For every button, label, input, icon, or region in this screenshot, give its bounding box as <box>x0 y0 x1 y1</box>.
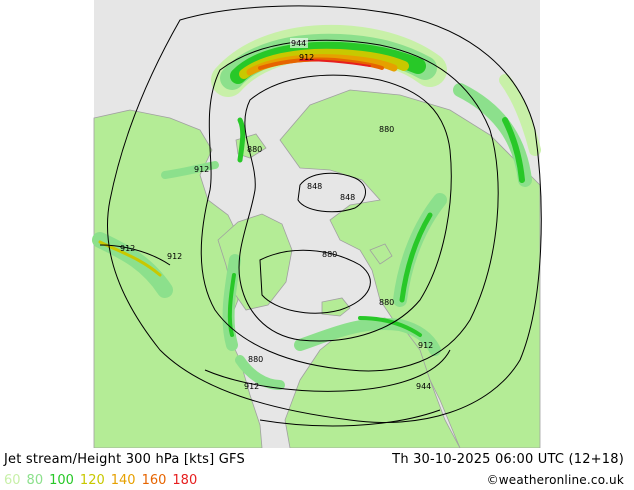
contour-880-inner <box>259 249 371 314</box>
jet-greenland-sw <box>235 355 285 390</box>
legend-item: 80 <box>26 473 44 488</box>
contour-label: 880 <box>379 125 394 134</box>
map-title: Jet stream/Height 300 hPa [kts] GFS <box>4 452 245 467</box>
svalbard-land <box>369 243 393 265</box>
wind-speed-legend: 60 80 100 120 140 160 180 <box>4 473 203 488</box>
contour-label: 912 <box>167 252 182 261</box>
contour-label: 912 <box>299 53 314 62</box>
map-footer: Jet stream/Height 300 hPa [kts] GFS Th 3… <box>0 448 634 490</box>
legend-item: 60 <box>4 473 21 488</box>
jet-core-pacific-160 <box>258 57 384 70</box>
contour-848 <box>297 172 366 213</box>
credit-link[interactable]: ©weatheronline.co.uk <box>486 473 624 487</box>
contour-944-outer <box>106 5 542 423</box>
jet-far-east <box>499 74 541 156</box>
jet-europe-arc-core <box>399 212 433 303</box>
jet-atlantic-core <box>358 316 422 337</box>
jet-canada-core <box>227 273 236 337</box>
contour-label: 880 <box>379 298 394 307</box>
legend-item: 100 <box>49 473 74 488</box>
legend-item: 160 <box>141 473 167 488</box>
legend-item: 120 <box>79 473 105 488</box>
contour-944-south <box>259 409 441 427</box>
height-contours <box>99 5 542 427</box>
iceland-land <box>321 297 351 317</box>
jet-core-pacific-180 <box>299 59 371 67</box>
contour-label: 880 <box>322 250 337 259</box>
contour-label: 944 <box>291 39 306 48</box>
jet-stream-bands <box>92 24 541 390</box>
contour-labels: 944 912 880 912 880 848 848 912 912 880 … <box>120 38 433 391</box>
map-canvas: 944 912 880 912 880 848 848 912 912 880 … <box>92 0 542 449</box>
valid-time: Th 30-10-2025 06:00 UTC (12+18) <box>392 452 624 467</box>
contour-912 <box>200 39 499 372</box>
legend-item: 140 <box>110 473 136 488</box>
jet-stream-map: 944 912 880 912 880 848 848 912 912 880 … <box>92 0 542 449</box>
contour-label: 912 <box>194 165 209 174</box>
contour-label: 848 <box>307 182 322 191</box>
contour-label: 880 <box>248 355 263 364</box>
legend-item: 180 <box>172 473 198 488</box>
contour-label: 944 <box>416 382 431 391</box>
contour-label: 848 <box>340 193 355 202</box>
contour-label: 912 <box>120 244 135 253</box>
contour-label: 880 <box>247 145 262 154</box>
contour-label: 912 <box>244 382 259 391</box>
jet-aleutian <box>237 117 246 163</box>
contour-912-west <box>99 244 171 266</box>
contour-880 <box>238 74 452 342</box>
jet-east-asia-core <box>502 117 525 183</box>
contour-label: 912 <box>418 341 433 350</box>
contour-912-south <box>204 349 451 392</box>
